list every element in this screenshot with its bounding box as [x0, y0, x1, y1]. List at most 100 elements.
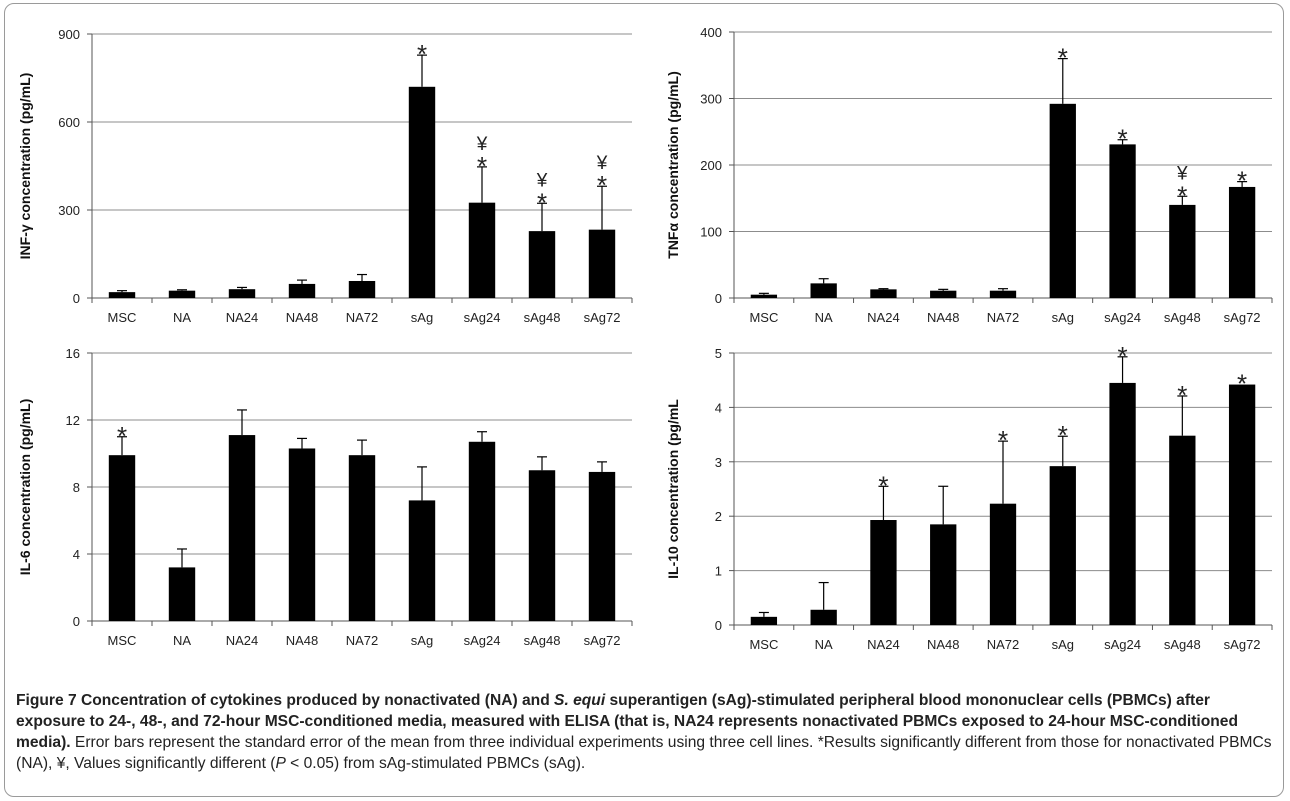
significance-asterisk: *: [1177, 180, 1187, 210]
y-tick-label: 0: [715, 291, 722, 306]
y-tick-label: 100: [700, 225, 722, 240]
x-tick-label: MSC: [108, 633, 137, 648]
x-tick-label: sAg24: [464, 310, 501, 325]
significance-yen: ¥: [476, 134, 488, 155]
y-tick-label: 16: [66, 346, 80, 361]
bar-sAg24: [1109, 144, 1136, 298]
y-axis-label: IL-6 concentration (pg/mL): [17, 399, 33, 576]
x-tick-label: NA: [173, 310, 191, 325]
bar-NA: [168, 290, 196, 298]
chart-panel-il10: 0 1 2 3 4 5 IL-10 concentration (pg/mL MSC NA * NA…: [645, 341, 1290, 675]
x-tick-label: NA24: [867, 637, 900, 652]
significance-asterisk: *: [1237, 369, 1247, 399]
bar-MSC: [750, 294, 778, 298]
y-tick-label: 8: [73, 480, 80, 495]
chart-svg: 0 100 200 300 400 TNFα concentration (pg/mL) M…: [665, 25, 1273, 325]
x-tick-label: sAg: [1052, 310, 1074, 325]
bar-NA72: [348, 280, 376, 298]
y-tick-label: 200: [700, 158, 722, 173]
chart-svg: 0 300 600 900 INF-γ concentration (pg/mL) MSC…: [17, 27, 633, 325]
bar-sAg: [408, 500, 436, 621]
bar-NA48: [930, 290, 957, 298]
x-tick-label: MSC: [108, 310, 137, 325]
y-tick-label: 0: [73, 291, 80, 306]
caption-bold-part1: Figure 7 Concentration of cytokines prod…: [16, 692, 555, 709]
x-tick-label: NA72: [987, 637, 1020, 652]
bar-sAg72: [1228, 186, 1256, 298]
x-tick-label: sAg48: [524, 633, 561, 648]
bar-sAg48: [528, 470, 556, 621]
significance-asterisk: *: [998, 425, 1008, 455]
y-tick-label: 4: [73, 547, 80, 562]
bar-NA: [810, 609, 837, 625]
figure-caption: Figure 7 Concentration of cytokines prod…: [16, 690, 1276, 774]
x-tick-label: sAg24: [1104, 637, 1141, 652]
x-tick-label: sAg48: [524, 310, 561, 325]
bar-NA24: [228, 435, 256, 621]
x-tick-label: NA72: [346, 310, 379, 325]
bar-MSC: [750, 616, 778, 625]
chart-panel-tnf-alpha: 0 100 200 300 400 TNFα concentration (pg/mL) M…: [645, 20, 1290, 340]
significance-asterisk: *: [1117, 124, 1127, 154]
chart-panel-il6: 0 4 8 12 16 IL-6 concentration (pg/mL) * MSC NA N…: [0, 345, 645, 675]
caption-bold-part2: superantigen (sAg)-stimulated peripheral…: [16, 692, 1238, 751]
x-tick-label: sAg48: [1164, 310, 1201, 325]
significance-asterisk: *: [1117, 341, 1127, 371]
y-tick-label: 300: [700, 92, 722, 107]
bar-NA72: [989, 290, 1017, 298]
x-tick-label: NA: [815, 637, 833, 652]
y-axis-label: IL-10 concentration (pg/mL: [665, 399, 681, 579]
x-tick-label: MSC: [749, 310, 778, 325]
chart-panel-inf-gamma: 0 300 600 900 INF-γ concentration (pg/mL) MSC…: [0, 20, 645, 340]
chart-svg: 0 1 2 3 4 5 IL-10 concentration (pg/mL MSC NA * NA…: [665, 341, 1273, 652]
x-tick-label: sAg72: [584, 310, 621, 325]
y-tick-label: 1: [715, 564, 722, 579]
x-tick-label: sAg24: [1104, 310, 1141, 325]
bar-sAg: [1049, 103, 1076, 298]
bar-MSC: [108, 292, 136, 298]
x-tick-label: NA48: [286, 310, 319, 325]
bar-sAg24: [468, 441, 496, 621]
bar-sAg24: [1109, 382, 1136, 625]
bar-NA24: [870, 289, 897, 298]
x-tick-label: sAg: [411, 310, 433, 325]
bar-NA: [810, 283, 837, 298]
bar-MSC: [108, 455, 136, 621]
caption-bold: Figure 7 Concentration of cytokines prod…: [16, 692, 1238, 751]
x-tick-label: sAg24: [464, 633, 501, 648]
x-tick-label: NA24: [226, 310, 259, 325]
y-tick-label: 3: [715, 455, 722, 470]
significance-asterisk: *: [477, 151, 487, 181]
x-tick-label: sAg72: [1224, 637, 1261, 652]
significance-asterisk: *: [1058, 43, 1068, 73]
y-tick-label: 0: [73, 614, 80, 629]
y-axis-label: TNFα concentration (pg/mL): [665, 71, 681, 258]
x-tick-label: NA48: [286, 633, 319, 648]
bar-NA72: [989, 503, 1017, 625]
significance-yen: ¥: [1176, 163, 1188, 184]
bar-NA24: [228, 289, 256, 298]
x-tick-label: sAg72: [584, 633, 621, 648]
y-tick-label: 400: [700, 25, 722, 40]
bar-sAg48: [528, 231, 556, 298]
bar-NA48: [288, 283, 316, 298]
x-tick-label: NA72: [346, 633, 379, 648]
x-tick-label: NA24: [867, 310, 900, 325]
y-tick-label: 2: [715, 509, 722, 524]
x-tick-label: NA72: [987, 310, 1020, 325]
chart-svg: 0 4 8 12 16 IL-6 concentration (pg/mL) * MSC NA N…: [17, 346, 633, 648]
significance-asterisk: *: [878, 470, 888, 500]
bar-sAg72: [588, 471, 616, 621]
caption-bold-italic: S. equi: [554, 692, 606, 709]
significance-asterisk: *: [1058, 420, 1068, 450]
y-tick-label: 4: [715, 400, 722, 415]
bar-sAg72: [1228, 384, 1256, 625]
x-tick-label: sAg72: [1224, 310, 1261, 325]
y-tick-label: 0: [715, 618, 722, 633]
significance-asterisk: *: [1177, 380, 1187, 410]
significance-asterisk: *: [537, 187, 547, 217]
bar-sAg: [408, 86, 436, 298]
significance-asterisk: *: [117, 421, 127, 451]
x-tick-label: NA48: [927, 637, 960, 652]
significance-yen: ¥: [596, 153, 608, 174]
